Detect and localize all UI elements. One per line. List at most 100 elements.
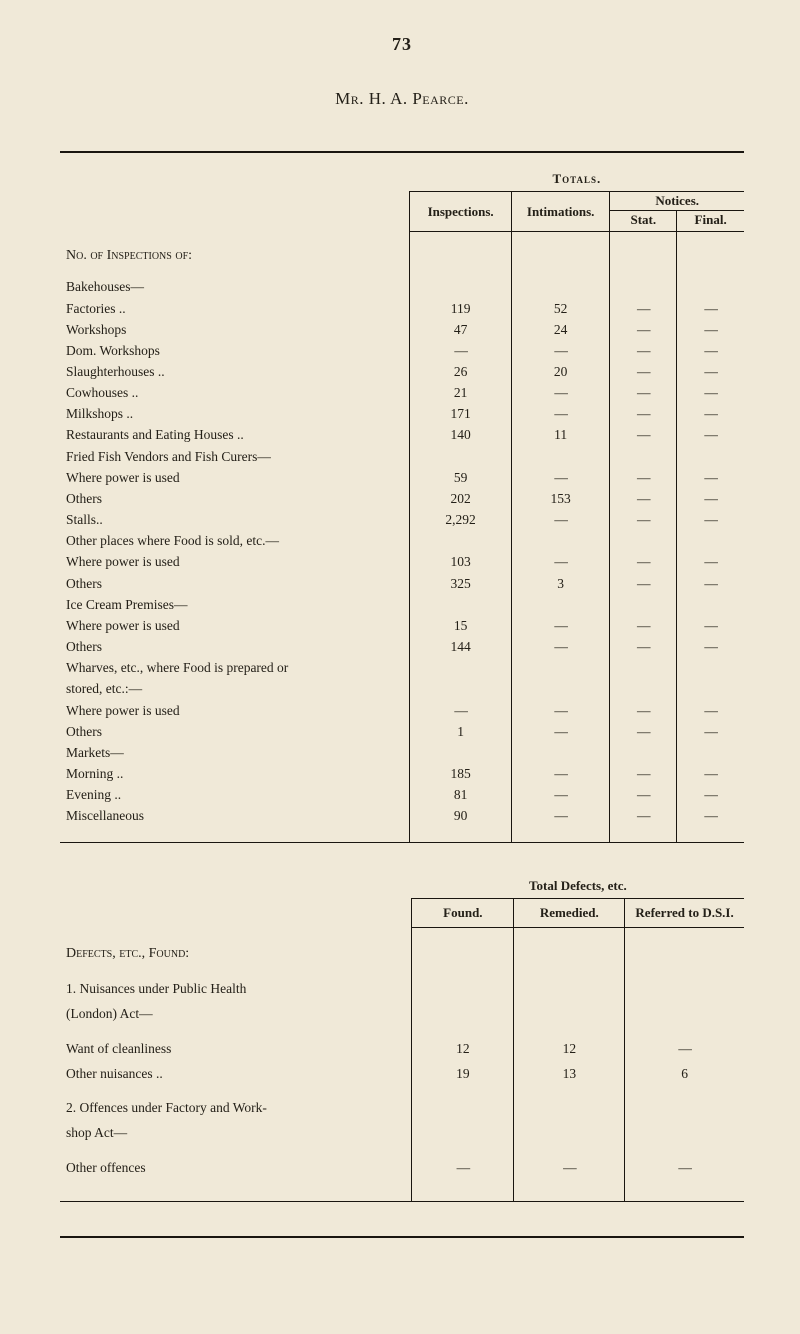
cell: — bbox=[610, 509, 677, 530]
cell bbox=[610, 276, 677, 297]
defects-table: Total Defects, etc. Found. Remedied. Ref… bbox=[60, 877, 744, 1206]
cell bbox=[677, 594, 744, 615]
table-row: Where power is used———— bbox=[60, 700, 744, 721]
cell: — bbox=[610, 615, 677, 636]
divider-heavy bbox=[60, 151, 744, 153]
row-label: Want of cleanliness bbox=[60, 1037, 412, 1062]
cell: — bbox=[677, 700, 744, 721]
cell: — bbox=[511, 763, 609, 784]
cell: 15 bbox=[410, 615, 512, 636]
row-label: Other nuisances .. bbox=[60, 1062, 412, 1087]
row-label: Dom. Workshops bbox=[60, 340, 410, 361]
table-row: Other places where Food is sold, etc.— bbox=[60, 530, 744, 551]
row-label: Evening .. bbox=[60, 784, 410, 805]
row-label: 2. Offences under Factory and Work- bbox=[60, 1096, 412, 1121]
cell: 12 bbox=[514, 1037, 625, 1062]
cell bbox=[511, 530, 609, 551]
cell bbox=[511, 446, 609, 467]
table-row: Fried Fish Vendors and Fish Curers— bbox=[60, 446, 744, 467]
cell bbox=[410, 530, 512, 551]
cell: — bbox=[511, 551, 609, 572]
cell bbox=[610, 594, 677, 615]
row-label: Others bbox=[60, 573, 410, 594]
row-label: Factories .. bbox=[60, 298, 410, 319]
cell: — bbox=[610, 551, 677, 572]
col-intimations: Intimations. bbox=[511, 192, 609, 232]
page: 73 Mr. H. A. Pearce. Totals. Inspections… bbox=[0, 0, 800, 1334]
cell: 13 bbox=[514, 1062, 625, 1087]
cell: 144 bbox=[410, 636, 512, 657]
table-row: Others144——— bbox=[60, 636, 744, 657]
table-row bbox=[60, 1086, 744, 1096]
cell: — bbox=[677, 340, 744, 361]
cell: 1 bbox=[410, 721, 512, 742]
cell: — bbox=[610, 319, 677, 340]
table-row: Other offences——— bbox=[60, 1156, 744, 1181]
cell: 2,292 bbox=[410, 509, 512, 530]
cell: 153 bbox=[511, 488, 609, 509]
cell: 21 bbox=[410, 382, 512, 403]
cell: 26 bbox=[410, 361, 512, 382]
cell bbox=[514, 1002, 625, 1027]
cell: 119 bbox=[410, 298, 512, 319]
page-number: 73 bbox=[60, 34, 744, 55]
cell: — bbox=[610, 382, 677, 403]
row-label: Workshops bbox=[60, 319, 410, 340]
cell: — bbox=[610, 488, 677, 509]
cell: 140 bbox=[410, 424, 512, 445]
cell: — bbox=[677, 763, 744, 784]
defects-section-head: Defects, etc., Found: bbox=[60, 928, 412, 967]
cell: — bbox=[677, 361, 744, 382]
col-stat: Stat. bbox=[610, 211, 677, 230]
cell bbox=[677, 530, 744, 551]
cell bbox=[610, 530, 677, 551]
cell: — bbox=[610, 700, 677, 721]
table-head: Totals. Inspections. Intimations. Notice… bbox=[60, 163, 744, 232]
row-label: Wharves, etc., where Food is prepared or bbox=[60, 657, 410, 678]
cell: 6 bbox=[625, 1062, 744, 1087]
cell: 185 bbox=[410, 763, 512, 784]
table-row: Ice Cream Premises— bbox=[60, 594, 744, 615]
table-row: Others3253—— bbox=[60, 573, 744, 594]
table-row: Bakehouses— bbox=[60, 276, 744, 297]
row-label: Restaurants and Eating Houses .. bbox=[60, 424, 410, 445]
table-row: Other nuisances ..19136 bbox=[60, 1062, 744, 1087]
cell bbox=[625, 1002, 744, 1027]
cell: — bbox=[511, 382, 609, 403]
cell bbox=[610, 446, 677, 467]
cell: — bbox=[677, 382, 744, 403]
cell: — bbox=[677, 721, 744, 742]
table-row: Stalls..2,292——— bbox=[60, 509, 744, 530]
cell bbox=[610, 657, 677, 678]
table-row: Evening ..81——— bbox=[60, 784, 744, 805]
table-body: No. of Inspections of: Bakehouses—Factor… bbox=[60, 232, 744, 827]
row-label: Where power is used bbox=[60, 551, 410, 572]
col-notices: Notices. bbox=[610, 192, 744, 211]
cell: — bbox=[410, 700, 512, 721]
col-remedied: Remedied. bbox=[514, 899, 625, 928]
cell: — bbox=[410, 340, 512, 361]
cell: 325 bbox=[410, 573, 512, 594]
table-row: Where power is used15——— bbox=[60, 615, 744, 636]
cell: 47 bbox=[410, 319, 512, 340]
cell bbox=[625, 1096, 744, 1121]
cell: — bbox=[511, 721, 609, 742]
divider-heavy-bottom bbox=[60, 1236, 744, 1238]
cell: — bbox=[625, 1037, 744, 1062]
cell: — bbox=[610, 784, 677, 805]
row-label: 1. Nuisances under Public Health bbox=[60, 977, 412, 1002]
cell: — bbox=[511, 805, 609, 826]
table-row: Where power is used59——— bbox=[60, 467, 744, 488]
row-label: shop Act— bbox=[60, 1121, 412, 1146]
cell bbox=[412, 1121, 514, 1146]
cell: — bbox=[677, 636, 744, 657]
table-row: shop Act— bbox=[60, 1121, 744, 1146]
table-row: Miscellaneous90——— bbox=[60, 805, 744, 826]
row-label: Where power is used bbox=[60, 467, 410, 488]
cell: — bbox=[610, 403, 677, 424]
cell bbox=[410, 742, 512, 763]
cell: — bbox=[677, 298, 744, 319]
col-referred: Referred to D.S.I. bbox=[625, 899, 744, 928]
table-row: Cowhouses ..21——— bbox=[60, 382, 744, 403]
row-label: Others bbox=[60, 636, 410, 657]
